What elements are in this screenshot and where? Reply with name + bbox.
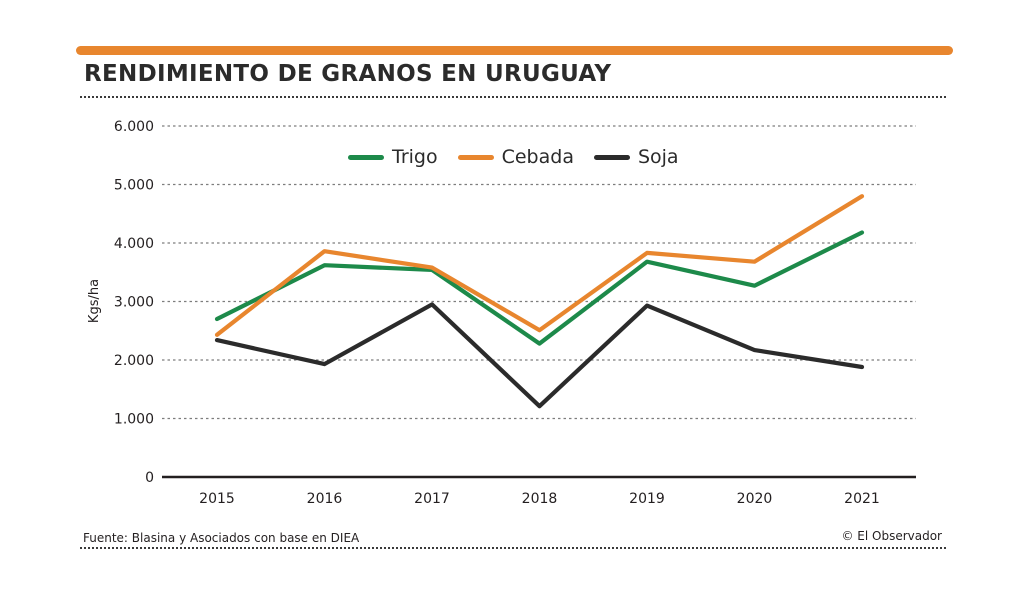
- legend-label-cebada: Cebada: [501, 146, 574, 168]
- series-line-soja: [214, 302, 865, 409]
- y-tick-label: 1.000: [114, 412, 154, 428]
- y-tick-label: 3.000: [114, 295, 154, 311]
- series-line-trigo: [214, 230, 865, 346]
- legend-swatch-trigo: [348, 154, 384, 160]
- series-lines: [214, 194, 865, 409]
- source-note: Fuente: Blasina y Asociados con base en …: [83, 531, 360, 545]
- axes: 0 1.000 2.000 3.000 4.000 5.000 6.000 2015 2016 2…: [87, 119, 916, 507]
- footer-divider: [80, 547, 946, 549]
- legend-item-trigo: Trigo: [348, 146, 438, 168]
- credit-note: © El Observador: [841, 529, 942, 543]
- chart-title: RENDIMIENTO DE GRANOS EN URUGUAY: [84, 61, 612, 87]
- y-tick-label: 5.000: [114, 178, 154, 194]
- y-tick-label: 0: [145, 470, 154, 486]
- x-tick-label: 2021: [844, 491, 880, 507]
- x-tick-label: 2017: [414, 491, 450, 507]
- x-tick-label: 2015: [199, 491, 235, 507]
- legend-item-cebada: Cebada: [457, 146, 574, 168]
- y-tick-label: 2.000: [114, 353, 154, 369]
- legend-label-soja: Soja: [637, 146, 679, 168]
- legend-swatch-cebada: [457, 154, 494, 160]
- legend-label-trigo: Trigo: [392, 146, 438, 168]
- legend-item-soja: Soja: [593, 146, 679, 168]
- x-tick-label: 2020: [737, 491, 773, 507]
- x-tick-label: 2016: [307, 491, 343, 507]
- y-tick-label: 6.000: [114, 119, 154, 135]
- legend-swatch-soja: [593, 154, 630, 160]
- y-tick-label: 4.000: [114, 236, 154, 252]
- title-divider: [80, 96, 946, 98]
- grid-lines: [162, 125, 916, 420]
- x-tick-label: 2019: [629, 491, 665, 507]
- series-line-cebada: [214, 194, 865, 337]
- chart-legend: Trigo Cebada Soja: [348, 146, 679, 168]
- header-accent-bar: [76, 46, 953, 55]
- x-tick-label: 2018: [522, 491, 558, 507]
- y-axis-label: Kgs/ha: [87, 279, 102, 323]
